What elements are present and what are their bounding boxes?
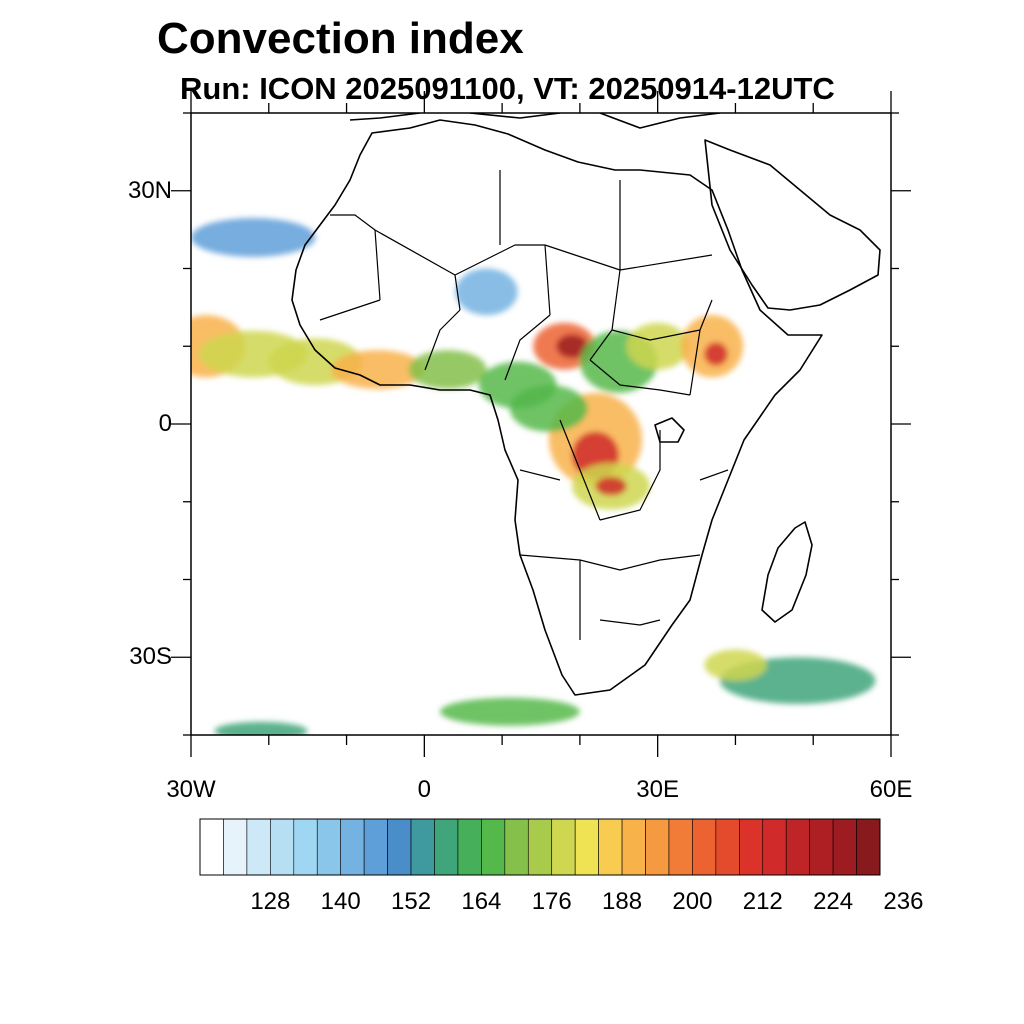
convection-cell <box>595 476 627 496</box>
convection-cell <box>626 322 689 370</box>
colorbar-swatch <box>527 818 553 876</box>
colorbar-swatch <box>270 818 295 876</box>
colorbar-swatch <box>856 818 881 876</box>
colorbar-label: 224 <box>813 888 854 915</box>
africa-coastline <box>291 119 823 696</box>
colorbar-swatch <box>387 818 412 876</box>
colorbar-swatch <box>246 818 271 876</box>
colorbar-swatch <box>785 818 810 876</box>
convection-cell <box>331 350 425 390</box>
colorbar-swatch <box>434 818 459 876</box>
colorbar <box>199 818 881 876</box>
colorbar-swatch <box>739 818 764 876</box>
colorbar-label: 188 <box>602 888 643 915</box>
convection-cell <box>191 217 316 257</box>
colorbar-label: 140 <box>320 888 361 915</box>
country-borders <box>319 170 729 640</box>
colorbar-swatch <box>715 818 740 876</box>
colorbar-swatch <box>645 818 670 876</box>
map-area <box>191 113 881 735</box>
convection-field <box>191 217 876 735</box>
colorbar-border <box>199 818 881 876</box>
colorbar-label: 176 <box>531 888 572 915</box>
colorbar-label: 128 <box>250 888 291 915</box>
longitude-label: 60E <box>869 776 913 803</box>
colorbar-swatch <box>223 818 248 876</box>
convection-cell <box>439 697 580 726</box>
colorbar-swatch <box>363 818 388 876</box>
colorbar-swatch <box>481 818 506 876</box>
colorbar-swatch <box>293 818 318 876</box>
colorbar-swatch <box>199 818 224 876</box>
colorbar-swatch <box>692 818 717 876</box>
colorbar-swatch <box>457 818 482 876</box>
colorbar-swatch <box>316 818 341 876</box>
convection-cell <box>556 334 588 358</box>
colorbar-swatch <box>574 818 599 876</box>
arabia-coastline <box>704 139 881 311</box>
axis-ticks <box>171 91 911 757</box>
europe-coastline <box>349 113 721 129</box>
colorbar-swatch <box>598 818 623 876</box>
convection-cell <box>408 350 487 390</box>
colorbar-label: 200 <box>672 888 713 915</box>
colorbar-label: 236 <box>883 888 924 915</box>
convection-cell <box>455 268 518 316</box>
convection-cell <box>704 342 728 366</box>
madagascar-coastline <box>761 521 813 623</box>
chart-subtitle: Run: ICON 2025091100, VT: 20250914-12UTC <box>180 71 835 106</box>
chart-title: Convection index <box>157 14 524 63</box>
colorbar-swatch <box>551 818 576 876</box>
colorbar-swatch <box>410 818 435 876</box>
colorbar-swatch <box>504 818 529 876</box>
coastlines <box>291 113 881 696</box>
latitude-label: 30N <box>127 176 172 204</box>
longitude-label: 0 <box>417 776 432 803</box>
convection-cell <box>509 385 588 432</box>
latitude-label: 30S <box>129 643 172 671</box>
colorbar-swatch <box>340 818 365 876</box>
longitude-label: 30W <box>166 776 216 803</box>
colorbar-label: 212 <box>742 888 783 915</box>
colorbar-swatch <box>621 818 646 876</box>
colorbar-swatch <box>832 818 857 876</box>
colorbar-swatch <box>809 818 834 876</box>
latitude-label: 0 <box>158 410 172 437</box>
lake-victoria <box>654 417 685 443</box>
convection-cell <box>704 649 767 681</box>
colorbar-label: 152 <box>391 888 432 915</box>
colorbar-label: 164 <box>461 888 502 915</box>
colorbar-swatch <box>762 818 787 876</box>
convection-cell <box>214 721 308 735</box>
longitude-label: 30E <box>636 776 680 803</box>
colorbar-swatch <box>668 818 693 876</box>
